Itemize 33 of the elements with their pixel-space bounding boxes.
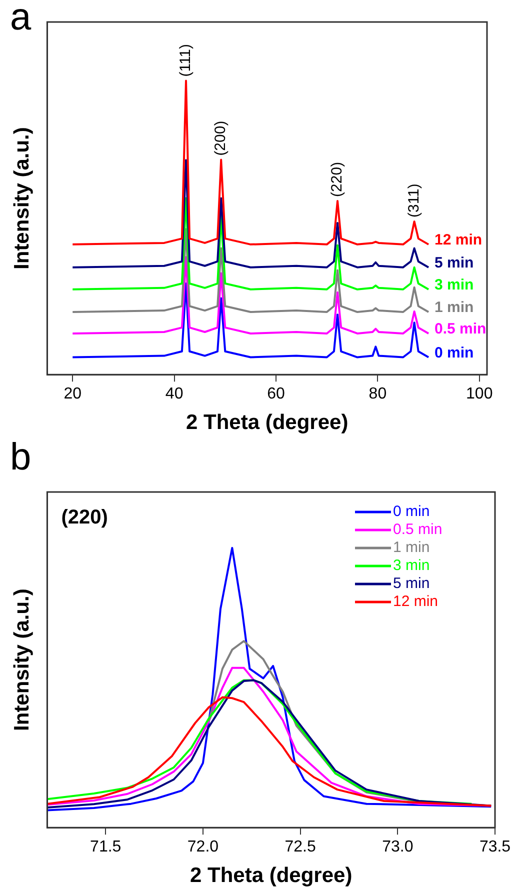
legend-label: 0.5 min bbox=[393, 521, 442, 538]
x-tick-label: 20 bbox=[64, 386, 82, 403]
annotation: (111) bbox=[177, 44, 194, 77]
x-axis-title: 2 Theta (degree) bbox=[190, 864, 352, 888]
legend-label: 12 min bbox=[393, 593, 438, 610]
x-axis-title: 2 Theta (degree) bbox=[186, 411, 348, 434]
x-tick-label: 72.0 bbox=[187, 838, 219, 856]
legend-label: 1 min bbox=[393, 539, 430, 556]
x-tick-label: 73.5 bbox=[479, 838, 511, 856]
series-label: 0.5 min bbox=[434, 320, 486, 338]
text: (220) bbox=[61, 506, 108, 529]
chart-title: b bbox=[10, 436, 32, 478]
y-axis-title: Intensity (a.u.) bbox=[10, 127, 34, 270]
x-tick-label: 71.5 bbox=[90, 838, 122, 856]
x-tick-label: 60 bbox=[267, 386, 285, 403]
y-axis-title: Intensity (a.u.) bbox=[10, 588, 34, 731]
chart-title: a bbox=[10, 0, 32, 38]
annotation: (220) bbox=[328, 162, 346, 197]
series-label: 12 min bbox=[434, 232, 482, 249]
annotation: (311) bbox=[405, 184, 422, 218]
series-label: 5 min bbox=[434, 254, 474, 272]
x-tick-label: 73.0 bbox=[382, 838, 414, 856]
x-tick-label: 100 bbox=[466, 386, 493, 403]
series-label: 0 min bbox=[434, 344, 474, 362]
x-tick-label: 80 bbox=[368, 386, 387, 403]
series-label: 3 min bbox=[434, 276, 474, 294]
legend-label: 3 min bbox=[393, 557, 430, 574]
annotation: (200) bbox=[212, 120, 230, 156]
legend-label: 5 min bbox=[393, 575, 430, 592]
legend-label: 0 min bbox=[393, 503, 430, 520]
x-tick-label: 40 bbox=[165, 386, 184, 403]
series-label: 1 min bbox=[434, 299, 474, 316]
x-tick-label: 72.5 bbox=[284, 838, 316, 856]
